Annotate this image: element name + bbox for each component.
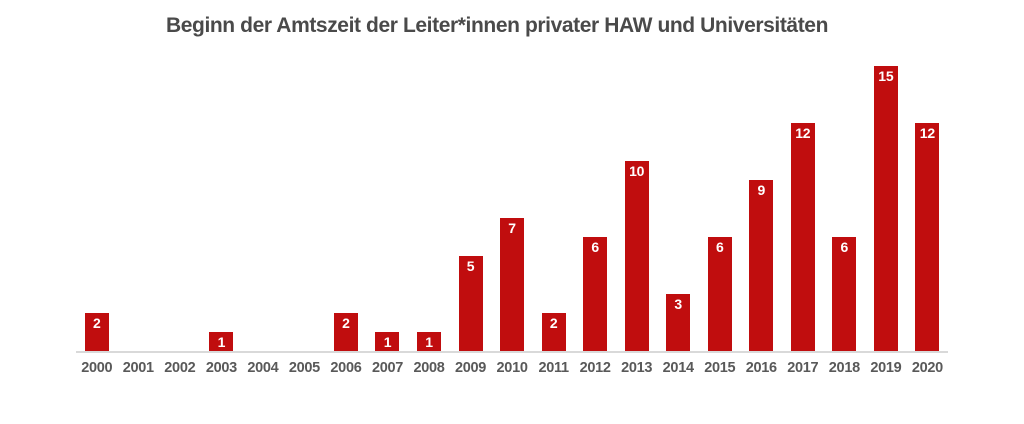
bar-2013: 10 <box>624 161 649 351</box>
x-axis: 2000 2001 2002 2003 2004 2005 2006 2007 2008 2009… <box>76 360 948 376</box>
bar-value-label-2016: 9 <box>757 182 766 198</box>
x-tick-label-2019: 2019 <box>870 360 902 376</box>
bar-value-label-2012: 6 <box>591 239 599 255</box>
bar-column-2005 <box>284 68 326 351</box>
bar-column-2016: 9 <box>741 68 783 351</box>
bar-2008: 1 <box>417 332 442 351</box>
x-tick-label-2003: 2003 <box>205 360 237 376</box>
bar-column-2007: 1 <box>367 68 409 351</box>
bar-column-2000: 2 <box>76 68 118 351</box>
bar-column-2002 <box>159 68 201 351</box>
x-tick-label-2017: 2017 <box>787 360 819 376</box>
bar-2009: 5 <box>458 256 483 351</box>
bar-2016: 9 <box>749 180 774 351</box>
chart-title: Beginn der Amtszeit der Leiter*innen pri… <box>165 14 829 37</box>
x-tick-label-2004: 2004 <box>247 360 279 376</box>
bar-chart: Beginn der Amtszeit der Leiter*innen pri… <box>76 14 949 376</box>
bar-column-2015: 6 <box>699 68 741 351</box>
bar-2007: 1 <box>375 332 400 351</box>
x-tick-label-2018: 2018 <box>828 360 860 376</box>
bar-2015: 6 <box>707 237 732 351</box>
chart-area: 2 1 2 1 1 5 7 2 6 10 3 6 9 12 6 15 12 2000 2001 2002 2003 20… <box>76 66 949 376</box>
bar-2019: 15 <box>873 66 898 351</box>
bar-column-2008: 1 <box>408 68 450 351</box>
bar-2010: 7 <box>500 218 525 351</box>
bar-2018: 6 <box>832 237 857 351</box>
x-tick-label-2001: 2001 <box>122 360 154 376</box>
bar-column-2020: 12 <box>907 68 949 351</box>
bar-value-label-2019: 15 <box>878 68 894 84</box>
bar-column-2006: 2 <box>325 68 367 351</box>
x-tick-label-2013: 2013 <box>621 360 653 376</box>
bar-value-label-2011: 2 <box>549 315 558 331</box>
bar-value-label-2008: 1 <box>425 334 433 350</box>
bar-value-label-2007: 1 <box>383 334 392 350</box>
bar-value-label-2013: 10 <box>629 163 645 179</box>
bar-value-label-2014: 3 <box>674 296 682 312</box>
bar-column-2003: 1 <box>201 68 243 351</box>
x-tick-label-2000: 2000 <box>81 360 113 376</box>
bar-2014: 3 <box>666 294 691 351</box>
bar-value-label-2018: 6 <box>840 239 849 255</box>
bar-column-2014: 3 <box>657 68 699 351</box>
x-tick-label-2007: 2007 <box>371 360 404 376</box>
bar-column-2009: 5 <box>450 68 492 351</box>
bar-2011: 2 <box>541 313 566 351</box>
bar-value-label-2015: 6 <box>715 239 724 255</box>
x-tick-label-2009: 2009 <box>455 360 487 376</box>
bar-value-label-2009: 5 <box>466 258 475 274</box>
x-tick-label-2005: 2005 <box>288 360 320 376</box>
bar-column-2018: 6 <box>824 68 866 351</box>
x-tick-label-2011: 2011 <box>538 360 569 376</box>
bar-column-2017: 12 <box>782 68 824 351</box>
x-tick-label-2016: 2016 <box>745 360 777 376</box>
bar-2000: 2 <box>84 313 109 351</box>
x-tick-label-2010: 2010 <box>496 360 528 376</box>
bar-2006: 2 <box>333 313 358 351</box>
x-tick-label-2008: 2008 <box>413 360 445 376</box>
bar-2020: 12 <box>915 123 940 351</box>
bar-column-2004 <box>242 68 284 351</box>
bar-2003: 1 <box>209 332 234 351</box>
bar-column-2013: 10 <box>616 68 658 351</box>
bar-value-label-2010: 7 <box>508 220 516 236</box>
x-tick-label-2020: 2020 <box>911 360 943 376</box>
x-tick-label-2014: 2014 <box>662 360 694 376</box>
bar-value-label-2017: 12 <box>795 125 811 141</box>
bar-column-2001 <box>118 68 160 351</box>
bar-2017: 12 <box>790 123 815 351</box>
bar-value-label-2020: 12 <box>919 125 935 141</box>
bar-2012: 6 <box>583 237 608 351</box>
bar-column-2010: 7 <box>491 68 533 351</box>
x-tick-label-2012: 2012 <box>579 360 611 376</box>
bar-column-2019: 15 <box>865 66 907 351</box>
x-tick-label-2006: 2006 <box>330 360 362 376</box>
bar-column-2012: 6 <box>574 68 616 351</box>
bar-value-label-2006: 2 <box>342 315 350 331</box>
bar-value-label-2000: 2 <box>92 315 101 331</box>
x-tick-label-2002: 2002 <box>164 360 196 376</box>
bar-value-label-2003: 1 <box>217 334 226 350</box>
plot-area: 2 1 2 1 1 5 7 2 6 10 3 6 9 12 6 15 12 <box>76 66 949 353</box>
bar-column-2011: 2 <box>533 68 575 351</box>
x-tick-label-2015: 2015 <box>704 360 736 376</box>
